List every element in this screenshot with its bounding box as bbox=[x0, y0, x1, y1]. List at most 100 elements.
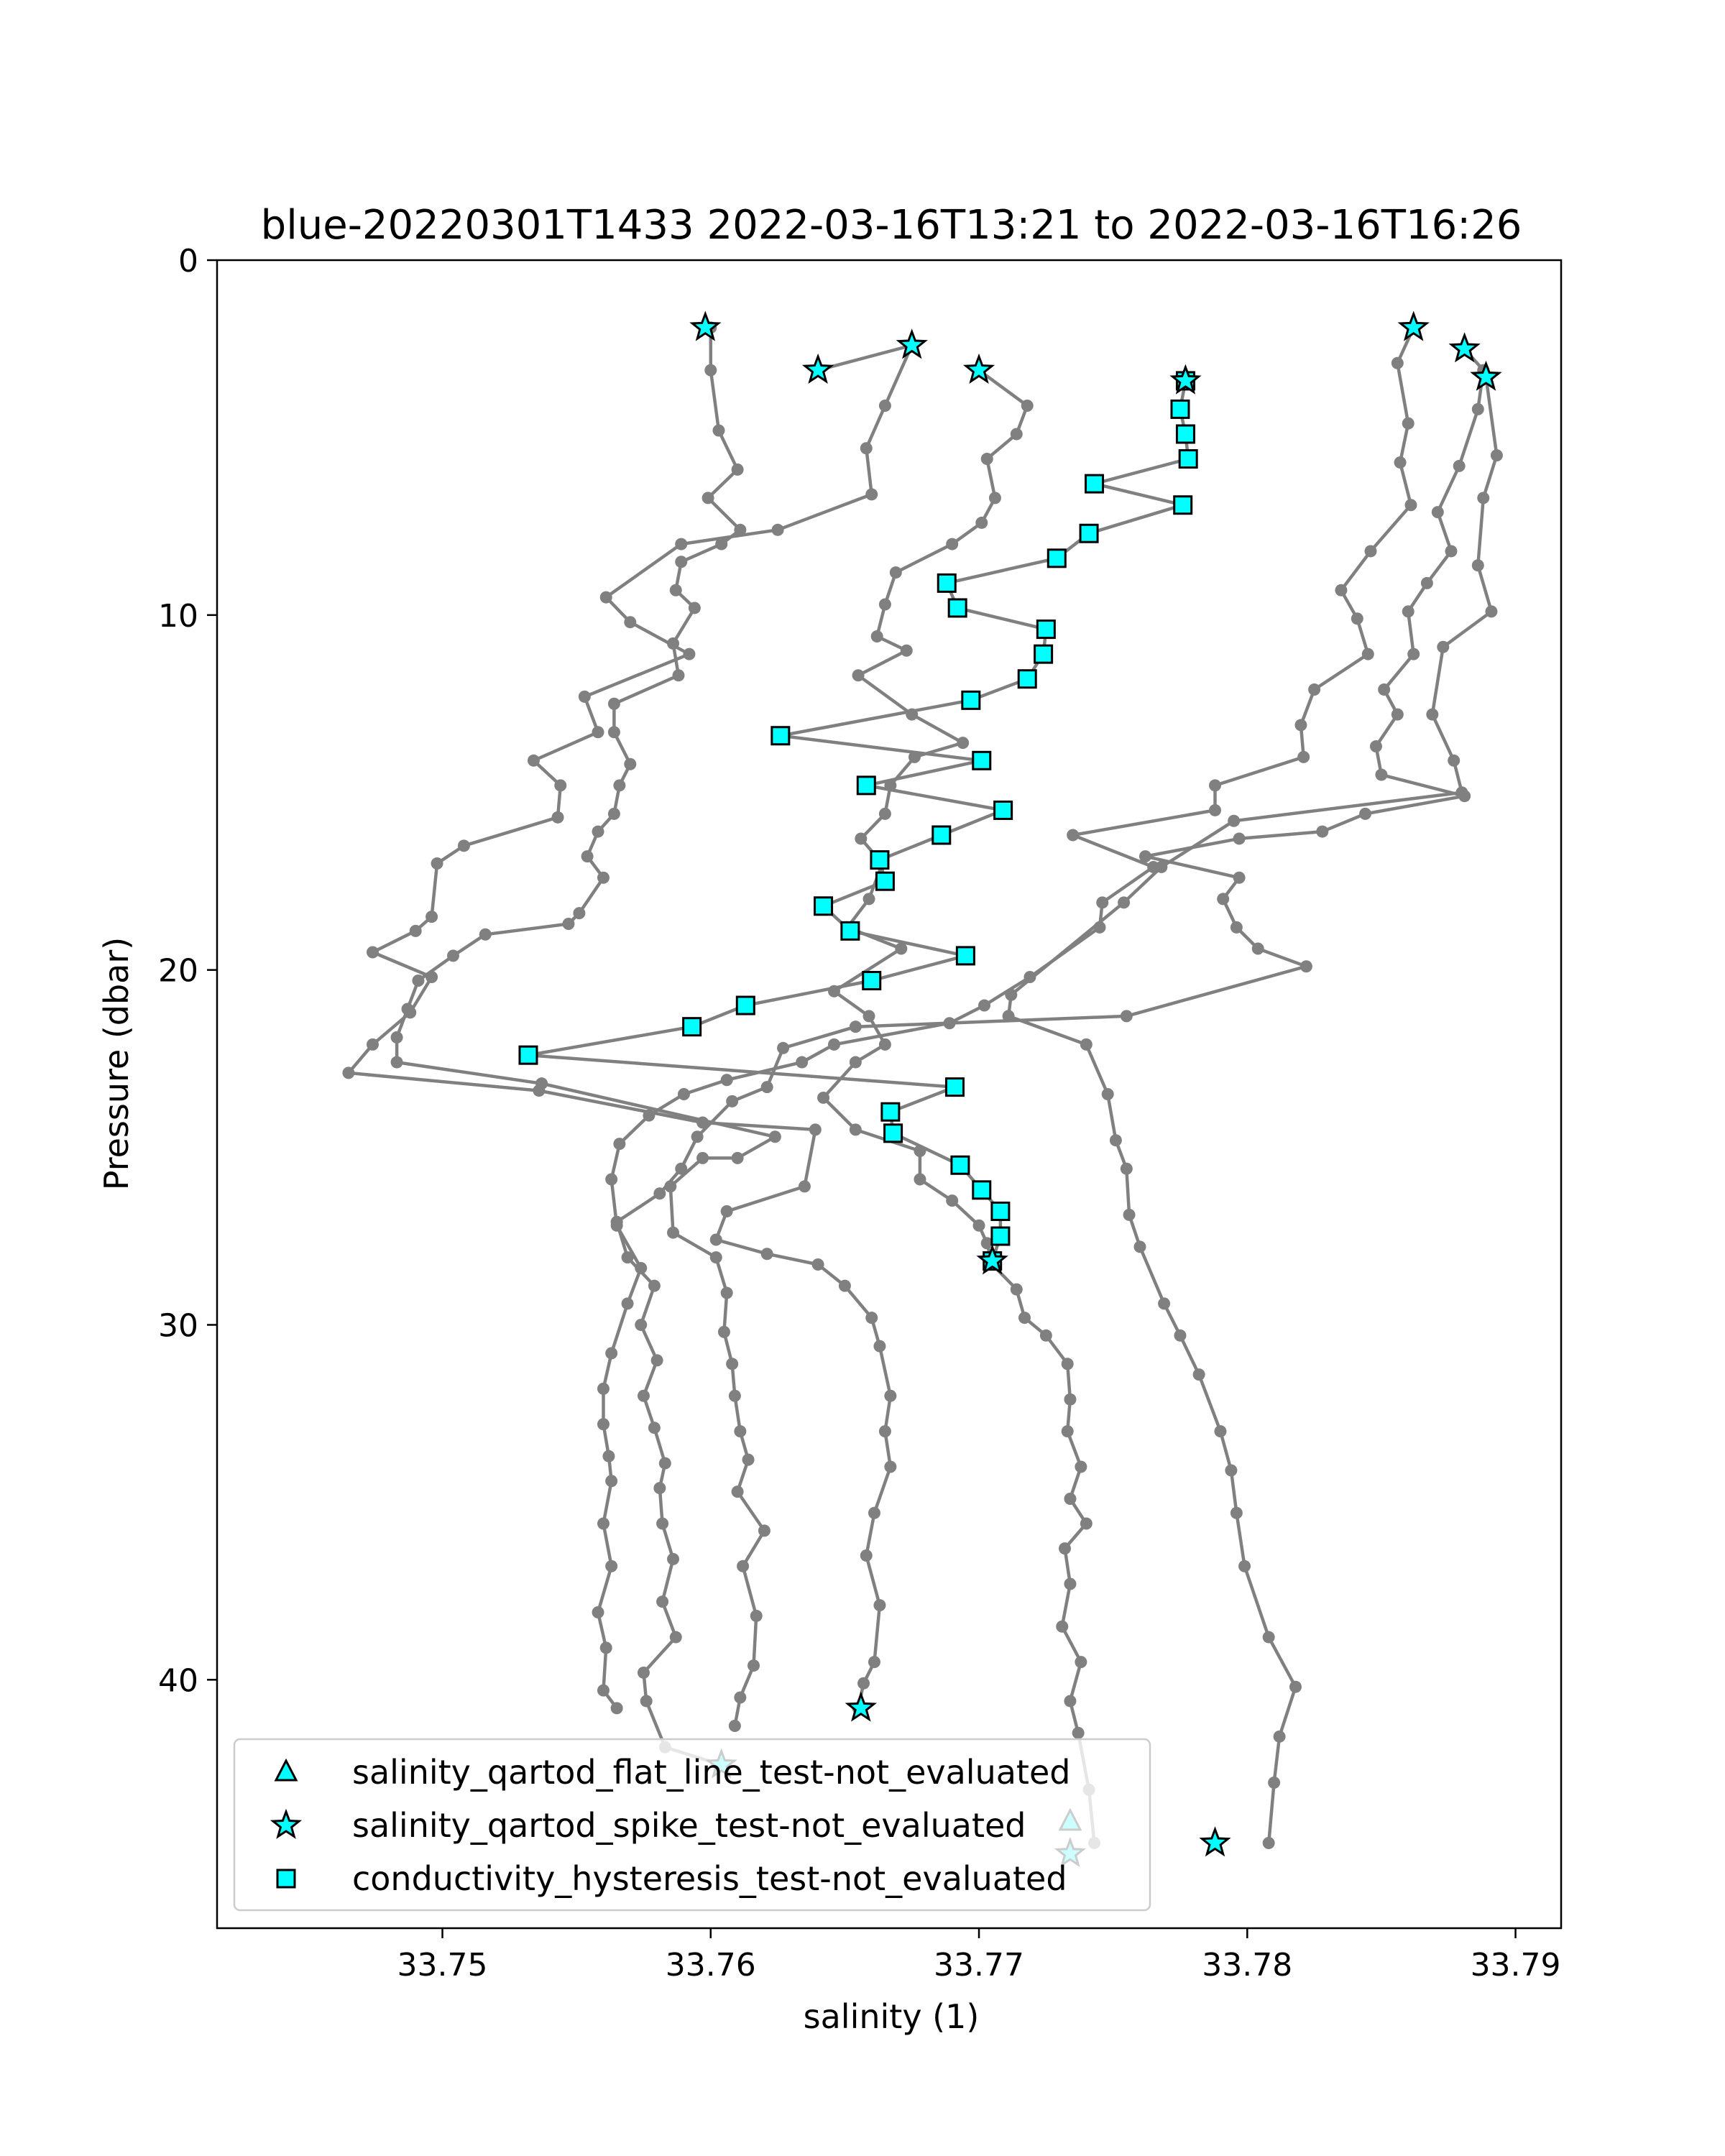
profile-point bbox=[650, 1354, 663, 1367]
profile-point bbox=[972, 1219, 985, 1232]
profile-point bbox=[426, 911, 438, 923]
profile-point bbox=[760, 1081, 773, 1094]
profile-point bbox=[1445, 545, 1458, 558]
hysteresis-flag-marker bbox=[950, 1155, 970, 1175]
profile-point bbox=[1101, 1088, 1114, 1100]
profile-point bbox=[527, 754, 540, 767]
profile-line-7 bbox=[1006, 377, 1499, 1843]
profile-point bbox=[946, 1194, 959, 1207]
profile-point bbox=[1096, 896, 1109, 909]
profile-point bbox=[658, 1457, 671, 1470]
profile-point bbox=[696, 1116, 709, 1129]
profile-point bbox=[817, 1091, 830, 1104]
profile-point bbox=[868, 1656, 880, 1669]
profile-point bbox=[978, 999, 991, 1012]
profile-point bbox=[1209, 779, 1222, 792]
profile-line-2 bbox=[346, 344, 914, 1709]
profile-point bbox=[1192, 1368, 1205, 1381]
profile-point bbox=[610, 1215, 623, 1228]
profile-point bbox=[715, 538, 728, 550]
hysteresis-flag-marker bbox=[944, 1077, 965, 1097]
profile-point bbox=[811, 1258, 824, 1271]
x-tick-label: 33.77 bbox=[934, 1947, 1024, 1984]
profile-point bbox=[677, 1088, 690, 1100]
profile-point bbox=[1209, 803, 1222, 816]
profile-point bbox=[873, 1599, 886, 1612]
profile-point bbox=[980, 1237, 993, 1250]
profile-point bbox=[602, 1450, 615, 1462]
profile-point bbox=[1453, 459, 1466, 472]
profile-point bbox=[1359, 807, 1372, 820]
profile-point bbox=[412, 974, 425, 987]
profile-point bbox=[1308, 683, 1321, 696]
profile-point bbox=[1391, 708, 1404, 721]
profile-point bbox=[1378, 683, 1391, 696]
hysteresis-flag-marker bbox=[880, 1102, 901, 1122]
profile-point bbox=[605, 1347, 618, 1360]
legend-entry-label: salinity_qartod_flat_line_test-not_evalu… bbox=[352, 1753, 1070, 1792]
profile-point bbox=[533, 1084, 546, 1097]
y-tick-label: 40 bbox=[158, 1662, 198, 1699]
profile-point bbox=[852, 669, 865, 682]
hysteresis-flag-marker bbox=[955, 946, 975, 966]
spike-flag-marker bbox=[1199, 1826, 1231, 1857]
profile-point bbox=[643, 1109, 656, 1122]
profile-point bbox=[704, 364, 717, 377]
profile-point bbox=[597, 1418, 610, 1431]
hysteresis-flag-marker bbox=[1079, 523, 1099, 543]
profile-point bbox=[648, 1422, 661, 1434]
profile-point bbox=[554, 779, 567, 792]
profile-point bbox=[860, 442, 873, 455]
profile-point bbox=[1455, 786, 1468, 799]
profile-point bbox=[731, 1151, 744, 1164]
profile-point bbox=[1335, 584, 1348, 596]
hysteresis-flag-marker bbox=[1046, 548, 1067, 568]
profile-point bbox=[1072, 1726, 1085, 1739]
profile-point bbox=[889, 566, 902, 579]
profile-point bbox=[1064, 1577, 1077, 1590]
legend-entry-label: salinity_qartod_spike_test-not_evaluated bbox=[352, 1806, 1026, 1845]
profile-point bbox=[597, 1382, 610, 1395]
profile-point bbox=[1021, 399, 1034, 412]
profile-point bbox=[1477, 492, 1490, 505]
profile-point bbox=[734, 523, 747, 536]
hysteresis-flag-marker bbox=[856, 775, 876, 796]
profile-point bbox=[640, 1695, 653, 1708]
profile-point bbox=[731, 1485, 744, 1498]
y-tick-label: 10 bbox=[158, 598, 198, 635]
profile-point bbox=[637, 1666, 650, 1679]
hysteresis-flag-marker bbox=[518, 1045, 538, 1065]
profile-point bbox=[878, 399, 891, 412]
profile-point bbox=[1228, 814, 1241, 827]
profile-point bbox=[849, 1123, 862, 1136]
spike-flag-marker bbox=[801, 353, 834, 384]
profile-point bbox=[621, 1251, 634, 1264]
hysteresis-flag-marker bbox=[1017, 669, 1037, 689]
hysteresis-flag-marker bbox=[770, 726, 791, 746]
profile-point bbox=[1238, 1560, 1251, 1572]
hysteresis-flag-marker bbox=[990, 1201, 1011, 1221]
profile-point bbox=[648, 1279, 661, 1292]
profile-point bbox=[635, 1318, 648, 1331]
x-tick-label: 33.76 bbox=[666, 1947, 756, 1984]
profile-point bbox=[1133, 1240, 1146, 1253]
profile-point bbox=[720, 1286, 733, 1299]
profile-point bbox=[728, 1720, 741, 1733]
chart-title: blue-20220301T1433 2022-03-16T13:21 to 2… bbox=[261, 202, 1522, 249]
profile-point bbox=[457, 839, 470, 852]
profile-point bbox=[731, 463, 744, 476]
profile-point bbox=[1262, 1631, 1275, 1644]
profile-point bbox=[1268, 1777, 1281, 1789]
profile-point bbox=[446, 949, 459, 962]
profile-point bbox=[597, 1517, 610, 1530]
profile-point bbox=[599, 1641, 612, 1654]
y-tick-label: 30 bbox=[158, 1307, 198, 1344]
profile-point bbox=[613, 779, 626, 792]
profile-point bbox=[870, 630, 883, 642]
hysteresis-flag-marker bbox=[682, 1017, 702, 1037]
profile-point bbox=[1369, 740, 1382, 753]
profile-point bbox=[366, 1038, 379, 1051]
profile-point bbox=[771, 523, 784, 536]
profile-point bbox=[849, 1056, 862, 1069]
